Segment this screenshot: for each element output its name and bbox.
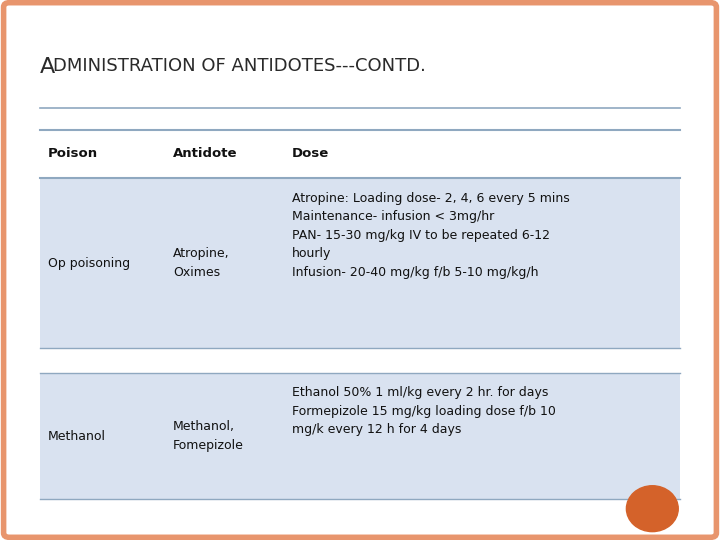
- Text: Atropine: Loading dose- 2, 4, 6 every 5 mins
Maintenance- infusion < 3mg/hr
PAN-: Atropine: Loading dose- 2, 4, 6 every 5 …: [292, 192, 570, 279]
- Bar: [40, 178, 680, 348]
- Text: Poison: Poison: [48, 147, 99, 160]
- FancyBboxPatch shape: [4, 3, 716, 537]
- Text: A: A: [40, 57, 55, 77]
- Text: Op poisoning: Op poisoning: [48, 256, 130, 270]
- Text: Methanol: Methanol: [48, 429, 107, 443]
- Bar: [40, 348, 680, 373]
- Text: Ethanol 50% 1 ml/kg every 2 hr. for days
Formepizole 15 mg/kg loading dose f/b 1: Ethanol 50% 1 ml/kg every 2 hr. for days…: [292, 386, 556, 436]
- Text: Methanol,
Fomepizole: Methanol, Fomepizole: [174, 420, 244, 452]
- Ellipse shape: [626, 486, 678, 531]
- Text: Antidote: Antidote: [174, 147, 238, 160]
- Text: Dose: Dose: [292, 147, 329, 160]
- Text: Atropine,
Oximes: Atropine, Oximes: [174, 247, 230, 279]
- Text: DMINISTRATION OF ANTIDOTES---CONTD.: DMINISTRATION OF ANTIDOTES---CONTD.: [53, 57, 426, 75]
- Bar: [40, 373, 680, 500]
